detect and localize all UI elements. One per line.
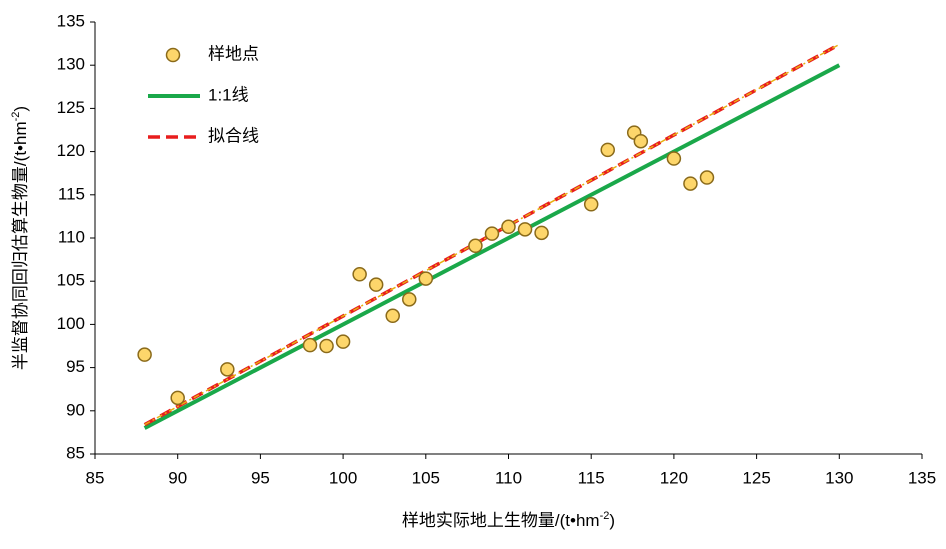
x-tick-label: 125 bbox=[742, 468, 770, 487]
point bbox=[220, 362, 235, 377]
x-tick-label: 95 bbox=[251, 468, 270, 487]
y-tick-label: 105 bbox=[57, 271, 85, 290]
y-tick-label: 85 bbox=[66, 443, 85, 462]
point bbox=[501, 219, 516, 235]
point bbox=[385, 308, 400, 324]
legend-label: 1:1线 bbox=[208, 85, 249, 104]
y-tick-label: 120 bbox=[57, 141, 85, 160]
point bbox=[335, 334, 351, 349]
x-tick-label: 85 bbox=[86, 468, 105, 487]
xlabel-text: 样地实际地上生物量/(t•hm bbox=[402, 511, 600, 530]
point bbox=[418, 271, 434, 286]
y-tick-label: 130 bbox=[57, 55, 85, 74]
point bbox=[583, 197, 599, 212]
ylabel-text: 半监督协同回归估算生物量/(t•hm bbox=[11, 121, 30, 370]
ylabel-tail: ) bbox=[11, 106, 30, 112]
legend-label: 拟合线 bbox=[208, 126, 259, 145]
point bbox=[484, 226, 500, 241]
x-tick-label: 135 bbox=[908, 468, 936, 487]
point bbox=[170, 390, 185, 406]
y-tick-label: 100 bbox=[57, 314, 85, 333]
x-tick-label: 105 bbox=[412, 468, 440, 487]
point bbox=[137, 347, 152, 362]
point bbox=[352, 267, 367, 282]
y-tick-label: 125 bbox=[57, 98, 85, 117]
y-tick-label: 135 bbox=[57, 11, 85, 30]
ylabel-sup: -2 bbox=[10, 112, 22, 122]
x-tick-label: 120 bbox=[660, 468, 688, 487]
point bbox=[368, 277, 384, 292]
point bbox=[600, 142, 615, 158]
point bbox=[699, 170, 715, 185]
one-to-one-line bbox=[143, 63, 841, 430]
point bbox=[468, 238, 483, 254]
point bbox=[534, 225, 549, 241]
y-tick-label: 90 bbox=[66, 400, 85, 419]
y-tick-label: 115 bbox=[58, 184, 85, 203]
x-tick-label: 115 bbox=[578, 468, 605, 487]
xlabel-sup: -2 bbox=[600, 510, 610, 522]
point bbox=[302, 337, 318, 353]
x-tick-label: 110 bbox=[495, 468, 522, 487]
point bbox=[319, 338, 334, 354]
y-tick-label: 110 bbox=[58, 227, 85, 246]
xlabel-label: 样地实际地上生物量/(t•hm-2) bbox=[402, 510, 615, 531]
x-tick-label: 90 bbox=[168, 468, 187, 487]
point bbox=[633, 133, 649, 149]
point bbox=[683, 176, 698, 191]
x-tick-label: 100 bbox=[329, 468, 357, 487]
y-tick-label: 95 bbox=[66, 357, 85, 376]
xlabel-tail: ) bbox=[609, 511, 615, 530]
legend-label: 样地点 bbox=[208, 44, 259, 63]
point bbox=[666, 151, 682, 166]
point bbox=[402, 292, 417, 307]
ylabel-label: 半监督协同回归估算生物量/(t•hm-2) bbox=[10, 106, 31, 370]
legend-marker bbox=[165, 47, 181, 63]
point bbox=[517, 222, 533, 237]
x-tick-label: 130 bbox=[825, 468, 853, 487]
